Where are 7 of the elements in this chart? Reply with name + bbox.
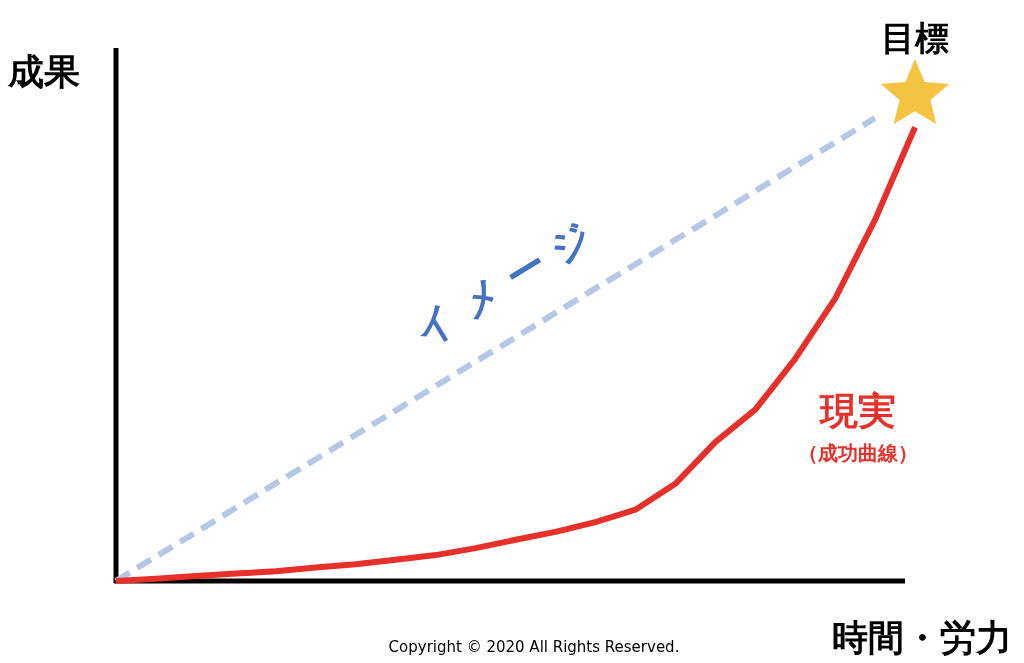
text: イメージ (406, 205, 611, 356)
x-axis-title: 時間・労力 (832, 617, 1012, 658)
annotation: （成功曲線） (798, 441, 918, 465)
text: Copyright © 2020 All Rights Reserved. (388, 638, 680, 656)
text: 目標 (881, 18, 949, 58)
y-axis-title: 成果 (7, 51, 80, 92)
series-label: 現実 (818, 389, 896, 433)
